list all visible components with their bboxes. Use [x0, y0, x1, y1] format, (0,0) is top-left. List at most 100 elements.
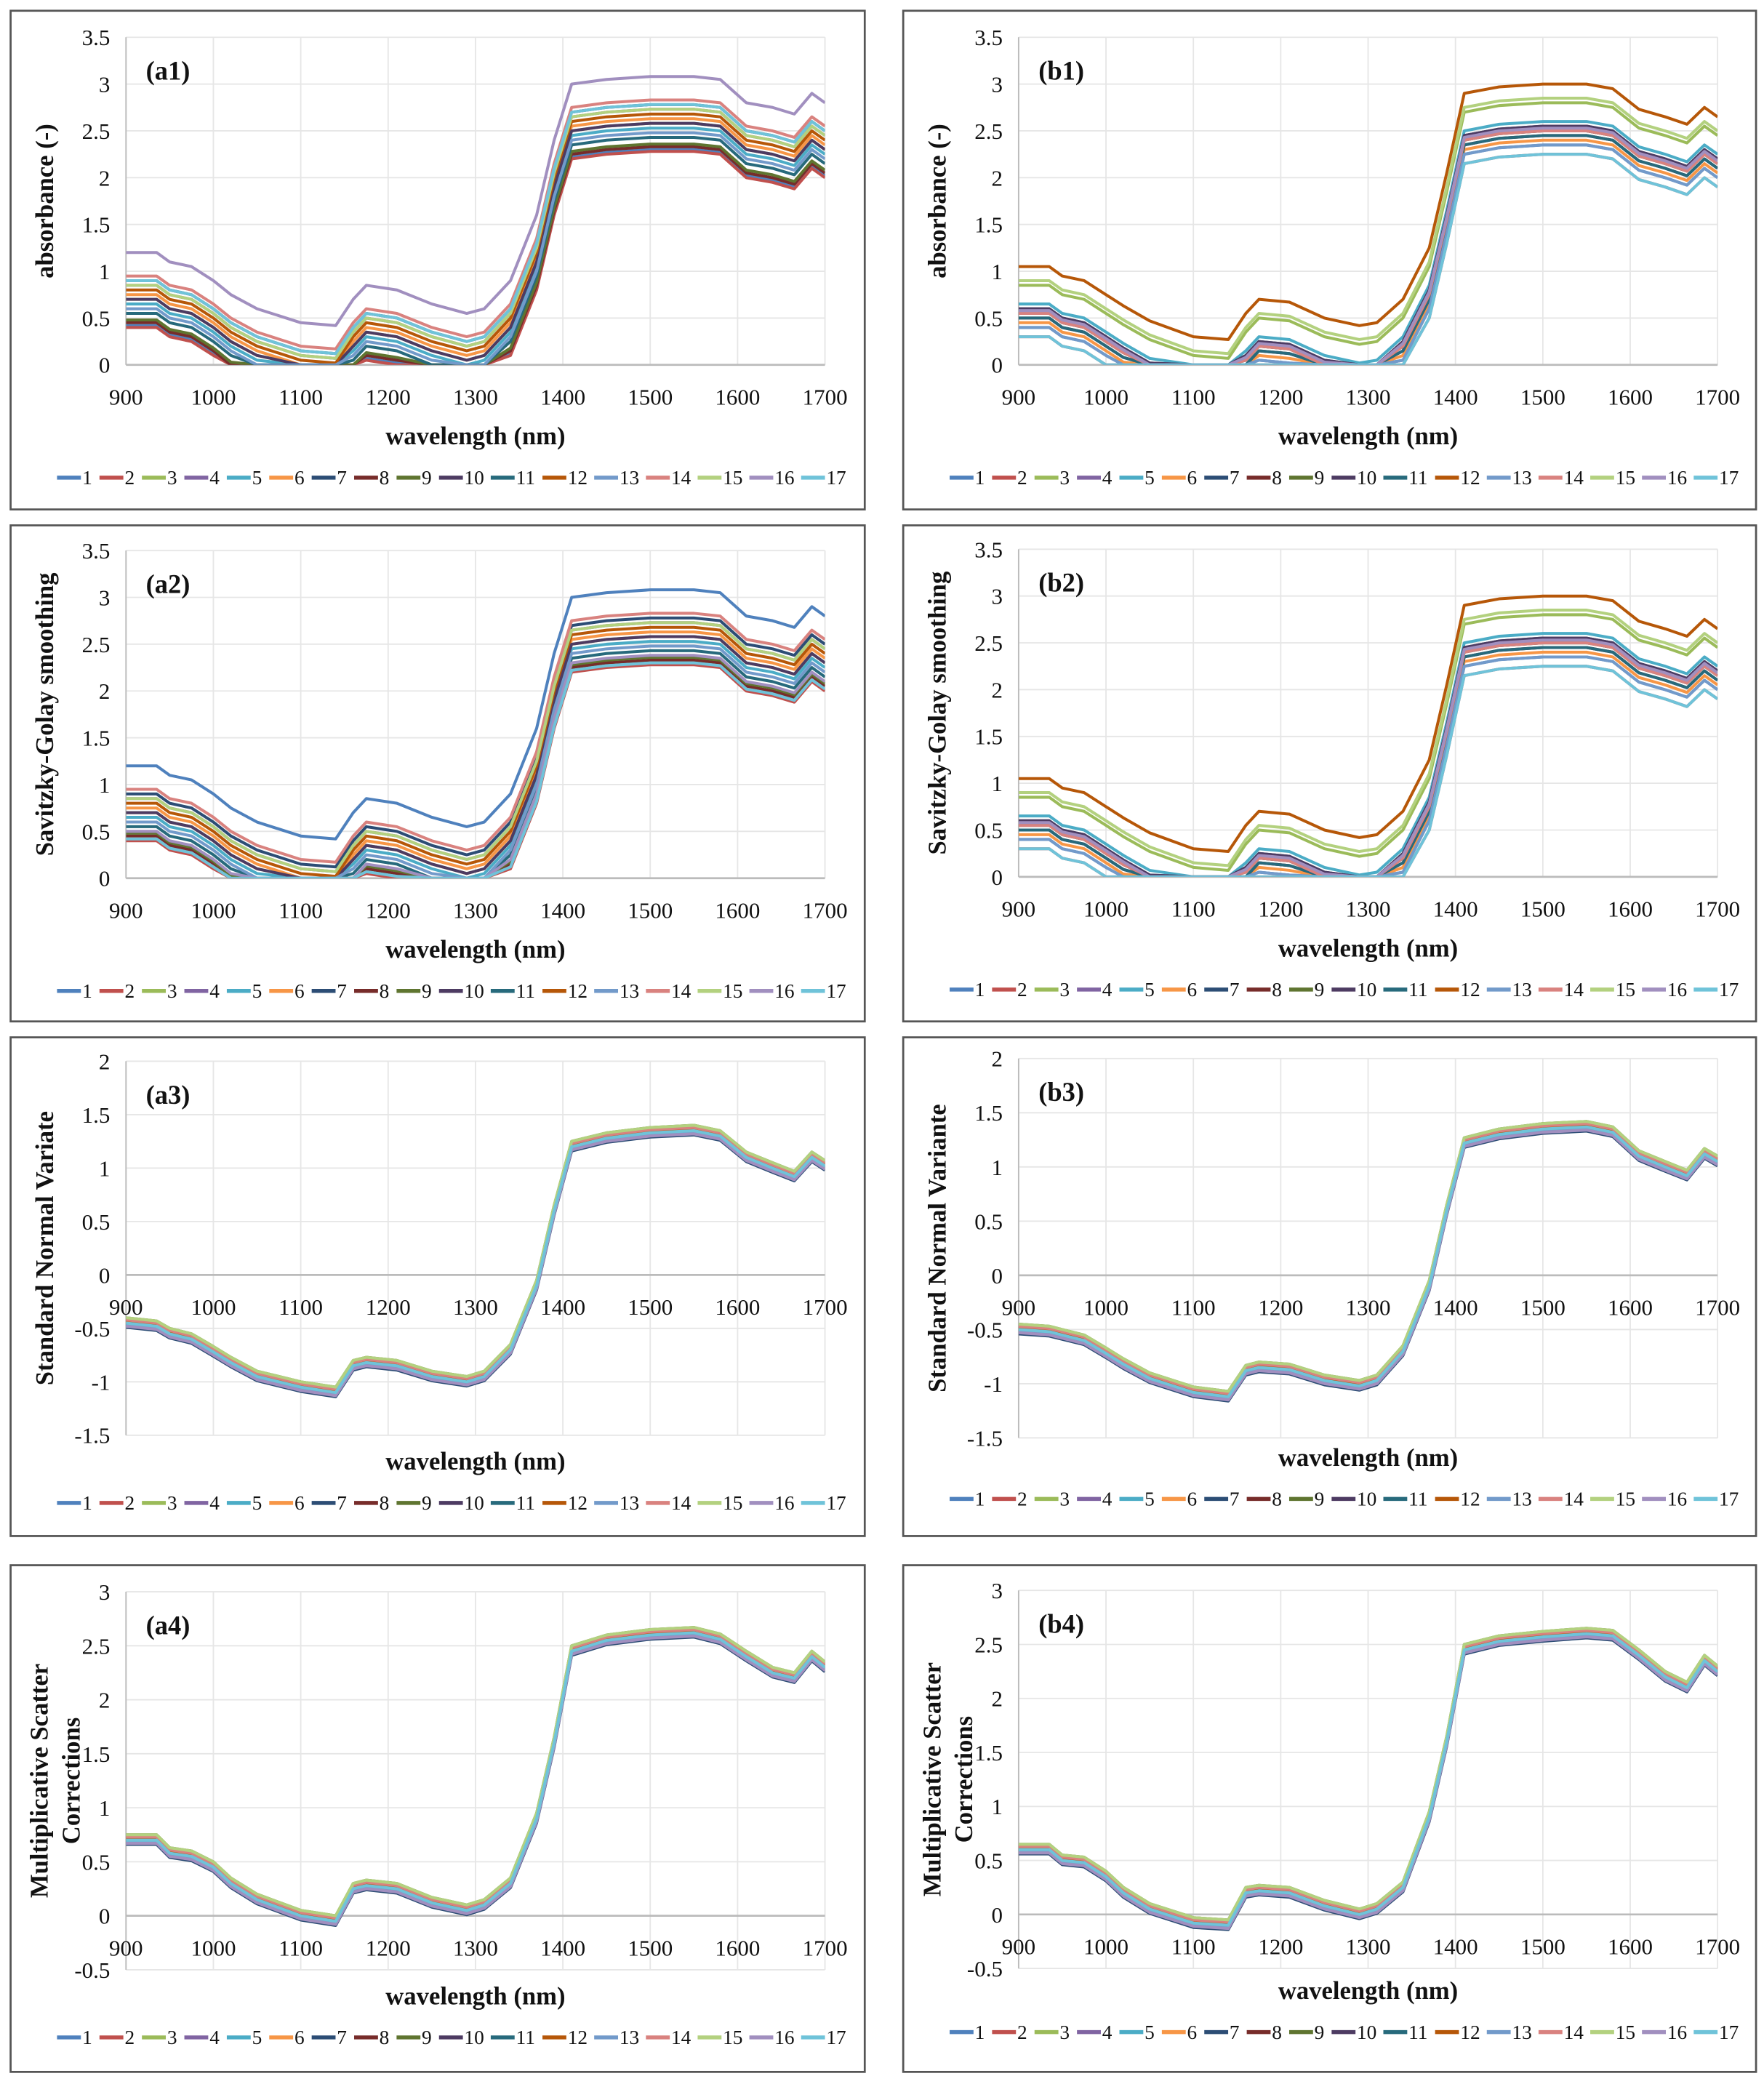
- y-axis-title-line: Corrections: [950, 1716, 978, 1843]
- x-tick-label: 1100: [1171, 1295, 1216, 1320]
- legend-label: 9: [422, 2027, 432, 2048]
- series-group: [1018, 1120, 1718, 1403]
- legend-label: 9: [1315, 2021, 1325, 2043]
- x-tick-label: 1600: [715, 1935, 760, 1960]
- series-line-3: [1018, 101, 1718, 360]
- legend-label: 8: [1272, 2021, 1282, 2043]
- series-group: [1018, 82, 1718, 365]
- x-tick-label: 1500: [628, 1294, 673, 1320]
- panel-label: (a4): [146, 1610, 191, 1640]
- legend-label: 11: [516, 467, 535, 489]
- legend-label: 15: [1616, 979, 1635, 1001]
- legend-label: 14: [671, 2027, 691, 2048]
- legend-label: 10: [1357, 2021, 1376, 2043]
- legend-item-1: 1: [57, 2027, 92, 2048]
- legend-label: 8: [1272, 979, 1282, 1001]
- legend-label: 13: [1512, 979, 1531, 1001]
- y-tick-label: 0: [991, 1263, 1003, 1289]
- chart-panel-b4: -0.5 0 0.5 1 1.5 2 2.5 3 900 1000 1100 1200 1300 1400…: [902, 1564, 1757, 2073]
- panel-frame: [9, 1564, 866, 2073]
- series-line-1: [126, 588, 825, 841]
- series-line-5: [1018, 120, 1718, 365]
- series-line-11: [1018, 134, 1718, 365]
- legend-label: 8: [380, 1492, 390, 1514]
- legend-label: 17: [826, 980, 846, 1002]
- legend-item-3: 3: [1034, 979, 1070, 1001]
- series-line-14: [1018, 1629, 1718, 1924]
- legend-label: 16: [1667, 2021, 1687, 2043]
- series-line-12: [1018, 594, 1718, 854]
- legend-label: 15: [1616, 2021, 1635, 2043]
- legend-label: 10: [464, 1492, 484, 1514]
- legend-item-9: 9: [396, 467, 432, 489]
- series-line-10: [1018, 636, 1718, 877]
- y-axis-title-line: Multiplicative Scatter: [918, 1662, 946, 1896]
- legend-item-2: 2: [992, 979, 1027, 1001]
- legend-item-2: 2: [99, 980, 135, 1002]
- legend-item-16: 16: [1642, 2021, 1687, 2043]
- legend-item-6: 6: [1161, 979, 1198, 1001]
- legend-item-13: 13: [1486, 467, 1532, 489]
- y-tick-label: 0.5: [974, 817, 1003, 843]
- legend-label: 7: [1230, 979, 1240, 1001]
- y-tick-label: 1.5: [82, 212, 111, 238]
- legend-label: 2: [124, 980, 135, 1002]
- legend-label: 5: [252, 1492, 262, 1514]
- x-tick-label: 1400: [1433, 1295, 1478, 1320]
- x-tick-label: 1600: [715, 1294, 760, 1320]
- legend-item-5: 5: [226, 1492, 262, 1514]
- legend-label: 8: [1272, 467, 1282, 489]
- y-tick-label: 2.5: [974, 1632, 1003, 1657]
- legend-item-11: 11: [1383, 2021, 1428, 2043]
- series-line-16: [1018, 638, 1718, 877]
- legend-item-6: 6: [269, 467, 305, 489]
- legend-item-1: 1: [57, 1492, 92, 1514]
- legend-item-6: 6: [1161, 1488, 1197, 1510]
- legend-item-8: 8: [354, 1492, 389, 1514]
- legend-item-10: 10: [1331, 2021, 1376, 2043]
- y-tick-label: 2.5: [82, 632, 111, 657]
- x-tick-label: 1400: [1433, 1934, 1478, 1960]
- legend-label: 6: [1187, 979, 1198, 1001]
- legend-item-12: 12: [542, 2027, 588, 2048]
- legend-label: 8: [380, 467, 390, 489]
- legend-item-16: 16: [749, 467, 795, 489]
- legend-label: 4: [209, 1492, 220, 1514]
- legend-label: 2: [1017, 1488, 1027, 1510]
- legend-item-6: 6: [269, 980, 305, 1002]
- x-tick-label: 1100: [278, 897, 323, 923]
- y-tick-label: 2.5: [974, 119, 1003, 144]
- legend-label: 5: [252, 467, 262, 489]
- chart-panel-b2: 0 0.5 1 1.5 2 2.5 3 3.5 900 1000 1100 1200 1300 1400 1…: [902, 524, 1757, 1023]
- x-tick-label: 1300: [453, 1294, 498, 1320]
- legend-item-9: 9: [396, 1492, 432, 1514]
- legend-label: 17: [1719, 979, 1739, 1001]
- legend-label: 5: [1144, 2021, 1155, 2043]
- legend-item-7: 7: [311, 980, 347, 1002]
- x-axis-title: wavelength (nm): [385, 1448, 565, 1475]
- panel-label: (a2): [146, 569, 191, 599]
- legend-item-15: 15: [1590, 979, 1635, 1001]
- legend-label: 5: [1144, 979, 1155, 1001]
- x-tick-label: 1100: [278, 385, 323, 410]
- legend-item-16: 16: [1642, 467, 1687, 489]
- series-group: [126, 588, 825, 878]
- series-line-17: [1018, 153, 1718, 365]
- y-tick-label: 2.5: [974, 630, 1003, 656]
- series-line-6: [1018, 138, 1718, 365]
- series-line-7: [126, 616, 825, 869]
- legend-label: 14: [1564, 467, 1584, 489]
- legend-item-8: 8: [1246, 467, 1282, 489]
- series-line-16: [126, 75, 825, 327]
- legend-item-15: 15: [697, 1492, 742, 1514]
- x-tick-label: 1000: [1083, 1295, 1128, 1320]
- legend-label: 9: [1315, 467, 1325, 489]
- y-tick-label: 2.5: [82, 1633, 111, 1659]
- y-tick-label: -1.5: [74, 1423, 110, 1448]
- x-tick-label: 1000: [1083, 1934, 1128, 1960]
- x-tick-label: 1100: [278, 1294, 323, 1320]
- legend-item-16: 16: [749, 2027, 795, 2048]
- series-line-16: [1018, 1635, 1718, 1931]
- legend-item-2: 2: [992, 467, 1027, 489]
- legend-item-6: 6: [1161, 467, 1197, 489]
